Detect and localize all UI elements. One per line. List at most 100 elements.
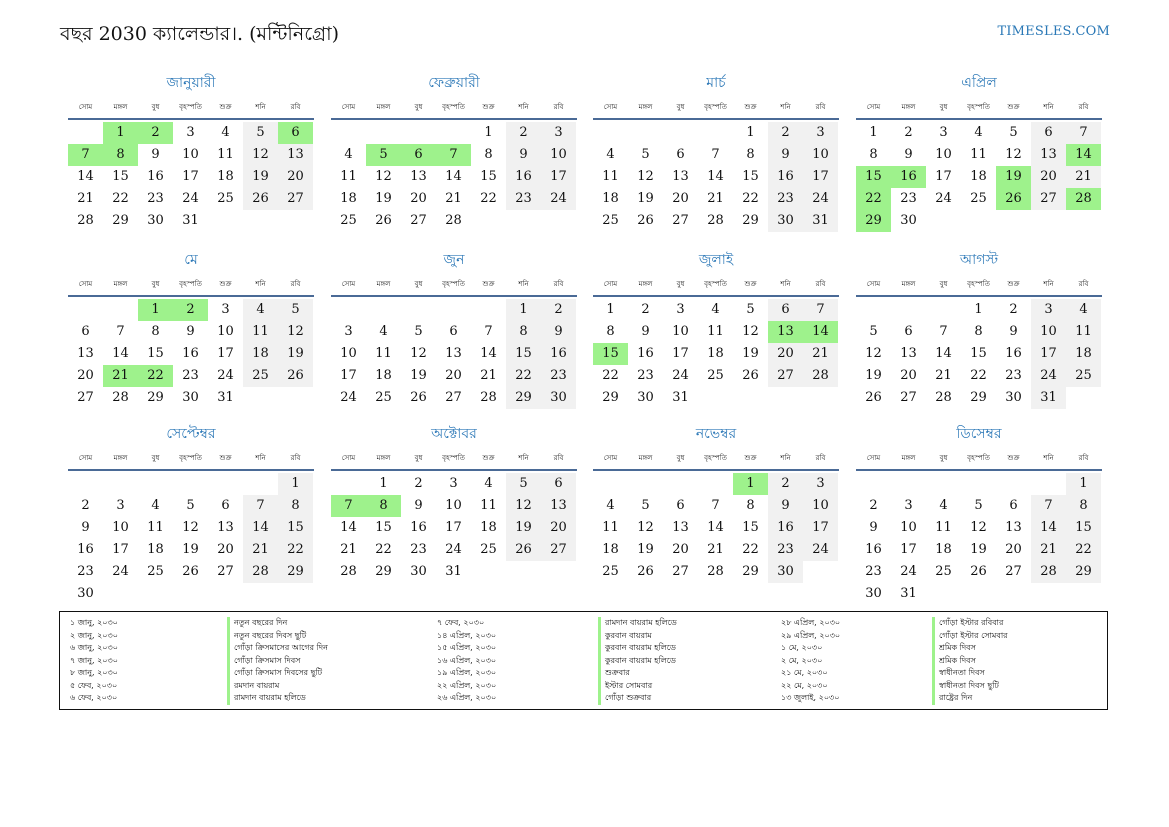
holiday-day-cell: 16 (891, 166, 926, 188)
day-grid: 1 2 3 4 5 6 7 8 9 10 11 12 13 14 15 16 17 18 19 20 21 22 23 24 2… (331, 122, 576, 232)
day-cell: 15 (742, 169, 759, 184)
day-cell: 24 (803, 188, 838, 210)
weekday-label: মঙ্গল (901, 103, 916, 111)
site-link[interactable]: TIMESLES.COM (997, 24, 1110, 39)
day-cell: 11 (147, 520, 164, 535)
day-cell: 9 (904, 147, 913, 162)
empty-cell (68, 299, 103, 321)
day-cell: 23 (541, 365, 576, 387)
weekday-label: সোম (866, 454, 881, 462)
day-cell: 31 (182, 213, 199, 228)
holiday-day-cell: 14 (803, 321, 838, 343)
day-grid: 1 2 3 4 5 6 7 8 9 10 11 12 13 14 15 16 17 18 19 20 21 22 23 24 2… (68, 473, 313, 605)
empty-cell (628, 473, 663, 495)
holiday-day-cell: 14 (1066, 144, 1101, 166)
weekday-label: বুধ (151, 103, 160, 111)
day-cell: 7 (803, 299, 838, 321)
weekday-label: মঙ্গল (901, 280, 916, 288)
holiday-day-cell: 1 (138, 299, 173, 321)
day-cell: 21 (935, 368, 952, 383)
day-cell: 2 (904, 125, 913, 140)
day-cell: 14 (340, 520, 357, 535)
holiday-name: নতুন বছরের দিন (227, 617, 287, 630)
day-cell: 7 (243, 495, 278, 517)
weekday-label: বুধ (151, 454, 160, 462)
day-cell: 11 (602, 169, 619, 184)
day-cell: 12 (637, 169, 654, 184)
day-cell: 11 (935, 520, 952, 535)
month-7: জুলাই সোম মঙ্গল বুধ বৃহস্পতি শুক্র শনি রবি 1 2 3 4 5… (593, 251, 839, 409)
day-cell: 18 (147, 542, 164, 557)
day-cell: 12 (637, 520, 654, 535)
weekday-label: শুক্র (1007, 454, 1020, 462)
holiday-day-cell: 26 (996, 188, 1031, 210)
empty-cell (593, 122, 628, 144)
day-cell: 16 (182, 346, 199, 361)
day-cell: 25 (480, 542, 497, 557)
day-cell: 15 (970, 346, 987, 361)
day-cell: 21 (707, 542, 724, 557)
day-cell: 6 (541, 473, 576, 495)
holiday-date: ২ মে, ২০৩০ (781, 655, 823, 665)
day-cell: 3 (344, 324, 353, 339)
day-cell: 26 (243, 188, 278, 210)
day-cell: 27 (768, 365, 803, 387)
day-cell: 19 (637, 542, 654, 557)
weekday-label: সোম (78, 103, 93, 111)
holiday-name: গোঁড়া ক্রিসমাস দিবস (227, 654, 300, 667)
weekday-label: বৃহস্পতি (967, 280, 990, 288)
day-cell: 22 (112, 191, 129, 206)
holiday-day-cell: 15 (856, 166, 891, 188)
day-cell: 27 (278, 188, 313, 210)
day-cell: 3 (939, 125, 948, 140)
day-cell: 30 (182, 390, 199, 405)
weekday-label: রবি (815, 454, 826, 462)
day-cell: 25 (217, 191, 234, 206)
weekday-label: সোম (603, 103, 618, 111)
day-cell: 17 (445, 520, 462, 535)
day-cell: 15 (742, 520, 759, 535)
day-cell: 27 (445, 390, 462, 405)
day-cell: 5 (243, 122, 278, 144)
weekday-header: সোম মঙ্গল বুধ বৃহস্পতি শুক্র শনি রবি (593, 273, 839, 297)
day-cell: 10 (217, 324, 234, 339)
holiday-name: শ্রমিক দিবস (932, 642, 976, 655)
holiday-day-cell: 21 (103, 365, 138, 387)
empty-cell (103, 473, 138, 495)
day-cell: 14 (445, 169, 462, 184)
day-cell: 15 (375, 520, 392, 535)
weekday-label: মঙ্গল (638, 103, 653, 111)
day-cell: 7 (116, 324, 125, 339)
holiday-day-cell: 7 (68, 144, 103, 166)
weekday-label: সোম (341, 454, 356, 462)
empty-cell (471, 299, 506, 321)
day-cell: 26 (278, 365, 313, 387)
day-cell: 30 (410, 564, 427, 579)
weekday-header: সোম মঙ্গল বুধ বৃহস্পতি শুক্র শনি রবি (68, 96, 314, 120)
day-cell: 24 (112, 564, 129, 579)
day-cell: 27 (217, 564, 234, 579)
day-cell: 13 (445, 346, 462, 361)
day-cell: 22 (742, 191, 759, 206)
weekday-label: রবি (553, 454, 564, 462)
empty-cell (173, 473, 208, 495)
day-cell: 16 (410, 520, 427, 535)
day-cell: 26 (970, 564, 987, 579)
day-cell: 10 (672, 324, 689, 339)
day-cell: 29 (1066, 561, 1101, 583)
month-6: জুন সোম মঙ্গল বুধ বৃহস্পতি শুক্র শনি রবি 1 2 3 4 5 6 7… (331, 251, 577, 409)
holiday-day-cell: 29 (856, 210, 891, 232)
day-cell: 14 (77, 169, 94, 184)
day-cell: 5 (1009, 125, 1018, 140)
day-cell: 10 (803, 495, 838, 517)
holiday-date: ৬ ফেব, ২০৩০ (70, 693, 118, 702)
day-cell: 6 (676, 147, 685, 162)
weekday-label: বৃহস্পতি (442, 280, 465, 288)
day-cell: 4 (344, 147, 353, 162)
day-cell: 8 (506, 321, 541, 343)
holiday-name: কুরবান বায়রাম (598, 629, 652, 642)
day-cell: 20 (900, 368, 917, 383)
day-cell: 30 (637, 390, 654, 405)
day-cell: 20 (672, 542, 689, 557)
day-cell: 18 (935, 542, 952, 557)
